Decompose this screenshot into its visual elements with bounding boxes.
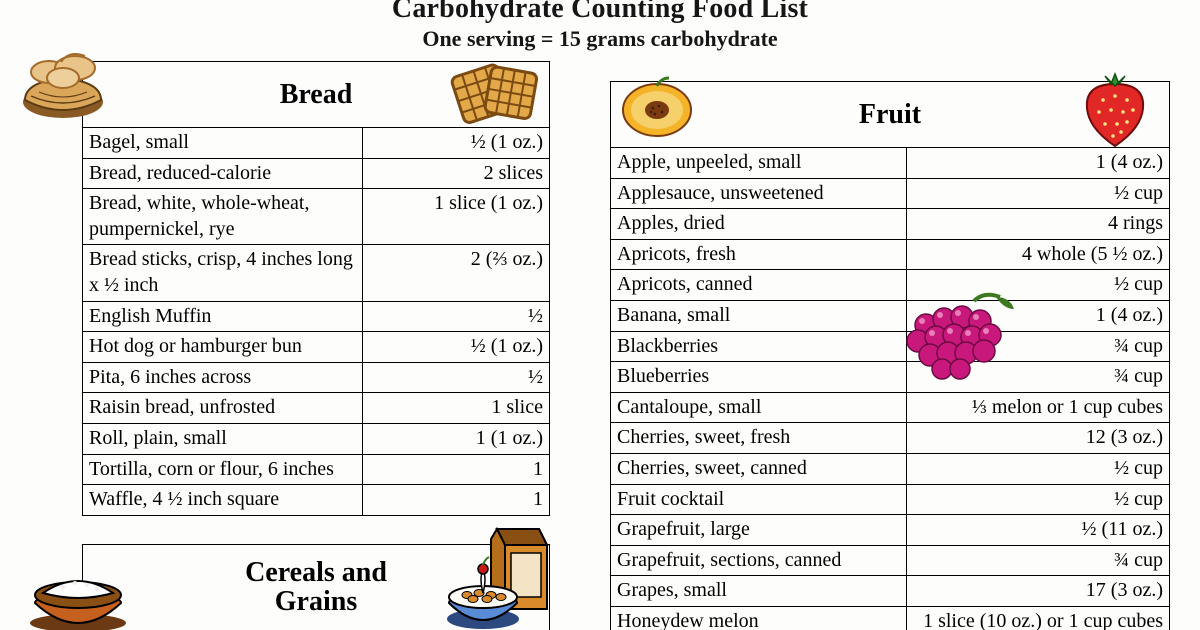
food-name: Pita, 6 inches across (83, 362, 363, 393)
food-amount: ½ (1 oz.) (363, 127, 550, 158)
table-row: Grapes, small17 (3 oz.) (611, 576, 1170, 607)
food-name: Waffle, 4 ½ inch square (83, 485, 363, 516)
food-name: Applesauce, unsweetened (611, 178, 907, 209)
food-amount: 1 (1 oz.) (363, 423, 550, 454)
food-amount: ½ cup (907, 453, 1170, 484)
right-column: Fruit (610, 81, 1170, 630)
table-row: Bread sticks, crisp, 4 inches long x ½ i… (83, 245, 550, 301)
food-amount: ½ cup (907, 178, 1170, 209)
food-amount: 1 (363, 454, 550, 485)
table-row: Apple, unpeeled, small1 (4 oz.) (611, 147, 1170, 178)
table-row: Bagel, small½ (1 oz.) (83, 127, 550, 158)
food-amount: ½ (1 oz.) (363, 332, 550, 363)
cereals-header-label: Cereals andGrains (245, 557, 387, 617)
food-amount: ½ (363, 301, 550, 332)
page-subtitle: One serving = 15 grams carbohydrate (20, 27, 1180, 51)
table-row: Honeydew melon1 slice (10 oz.) or 1 cup … (611, 606, 1170, 630)
food-amount: 12 (3 oz.) (907, 423, 1170, 454)
food-amount: 1 (363, 485, 550, 516)
food-amount: ½ (11 oz.) (907, 515, 1170, 546)
food-name: Fruit cocktail (611, 484, 907, 515)
food-name: Bread sticks, crisp, 4 inches long x ½ i… (83, 245, 363, 301)
peach-half-icon (617, 74, 695, 140)
food-amount: 2 (⅔ oz.) (363, 245, 550, 301)
food-amount: 1 slice (10 oz.) or 1 cup cubes (907, 606, 1170, 630)
food-name: Cantaloupe, small (611, 392, 907, 423)
fruit-header-cell: Fruit (611, 81, 1170, 147)
cereals-table: Cereals andGrains (82, 544, 550, 630)
food-name: English Muffin (83, 301, 363, 332)
food-name: Cherries, sweet, canned (611, 453, 907, 484)
food-amount: 17 (3 oz.) (907, 576, 1170, 607)
table-row: Apricots, fresh4 whole (5 ½ oz.) (611, 239, 1170, 270)
food-name: Honeydew melon (611, 606, 907, 630)
table-row: Apples, dried4 rings (611, 209, 1170, 240)
food-name: Bread, reduced-calorie (83, 158, 363, 189)
food-name: Blackberries (611, 331, 907, 362)
food-name: Hot dog or hamburger bun (83, 332, 363, 363)
food-name: Tortilla, corn or flour, 6 inches (83, 454, 363, 485)
food-name: Bagel, small (83, 127, 363, 158)
food-amount: ¾ cup (907, 545, 1170, 576)
table-row: Cantaloupe, small⅓ melon or 1 cup cubes (611, 392, 1170, 423)
title-block: Carbohydrate Counting Food List One serv… (20, 0, 1180, 51)
table-row: Cherries, sweet, fresh12 (3 oz.) (611, 423, 1170, 454)
table-row: Applesauce, unsweetened½ cup (611, 178, 1170, 209)
table-row: Grapefruit, sections, canned¾ cup (611, 545, 1170, 576)
food-amount: 1 slice (1 oz.) (363, 189, 550, 245)
food-name: Apricots, canned (611, 270, 907, 301)
table-row: Fruit cocktail½ cup (611, 484, 1170, 515)
food-amount: 1 slice (363, 393, 550, 424)
table-row: Raisin bread, unfrosted1 slice (83, 393, 550, 424)
food-name: Blueberries (611, 362, 907, 393)
bread-basket-icon (13, 42, 113, 122)
food-amount: ⅓ melon or 1 cup cubes (907, 392, 1170, 423)
food-name: Grapes, small (611, 576, 907, 607)
table-row: Roll, plain, small1 (1 oz.) (83, 423, 550, 454)
grapes-icon (888, 291, 1018, 386)
food-name: Grapefruit, large (611, 515, 907, 546)
food-amount: ½ cup (907, 484, 1170, 515)
food-amount: 2 slices (363, 158, 550, 189)
strawberry-icon (1075, 72, 1155, 150)
food-name: Roll, plain, small (83, 423, 363, 454)
food-name: Grapefruit, sections, canned (611, 545, 907, 576)
table-row: Waffle, 4 ½ inch square1 (83, 485, 550, 516)
food-name: Apples, dried (611, 209, 907, 240)
fruit-header-label: Fruit (859, 99, 921, 130)
bread-table: Bread (82, 61, 550, 516)
fruit-rows: Apple, unpeeled, small1 (4 oz.)Applesauc… (611, 147, 1170, 630)
table-row: Tortilla, corn or flour, 6 inches1 (83, 454, 550, 485)
left-column: Bread (82, 61, 550, 630)
bread-header-label: Bread (280, 79, 353, 110)
food-amount: 4 rings (907, 209, 1170, 240)
table-row: Bread, white, whole-wheat, pumpernickel,… (83, 189, 550, 245)
food-name: Apple, unpeeled, small (611, 147, 907, 178)
page: Carbohydrate Counting Food List One serv… (0, 0, 1200, 624)
food-name: Raisin bread, unfrosted (83, 393, 363, 424)
cereals-header-cell: Cereals andGrains (83, 544, 550, 630)
rice-bowl-icon (23, 565, 133, 630)
food-name: Banana, small (611, 300, 907, 331)
cereal-carton-bowl-icon (443, 523, 553, 630)
food-name: Bread, white, whole-wheat, pumpernickel,… (83, 189, 363, 245)
waffle-icon (446, 50, 541, 128)
table-row: Cherries, sweet, canned½ cup (611, 453, 1170, 484)
table-row: Grapefruit, large½ (11 oz.) (611, 515, 1170, 546)
food-name: Cherries, sweet, fresh (611, 423, 907, 454)
food-amount: 1 (4 oz.) (907, 147, 1170, 178)
food-name: Apricots, fresh (611, 239, 907, 270)
table-row: Hot dog or hamburger bun½ (1 oz.) (83, 332, 550, 363)
bread-header-cell: Bread (83, 61, 550, 127)
food-amount: 4 whole (5 ½ oz.) (907, 239, 1170, 270)
table-row: Pita, 6 inches across½ (83, 362, 550, 393)
table-row: Bread, reduced-calorie2 slices (83, 158, 550, 189)
bread-rows: Bagel, small½ (1 oz.)Bread, reduced-calo… (83, 127, 550, 515)
page-title: Carbohydrate Counting Food List (20, 0, 1180, 25)
food-amount: ½ (363, 362, 550, 393)
table-row: English Muffin½ (83, 301, 550, 332)
